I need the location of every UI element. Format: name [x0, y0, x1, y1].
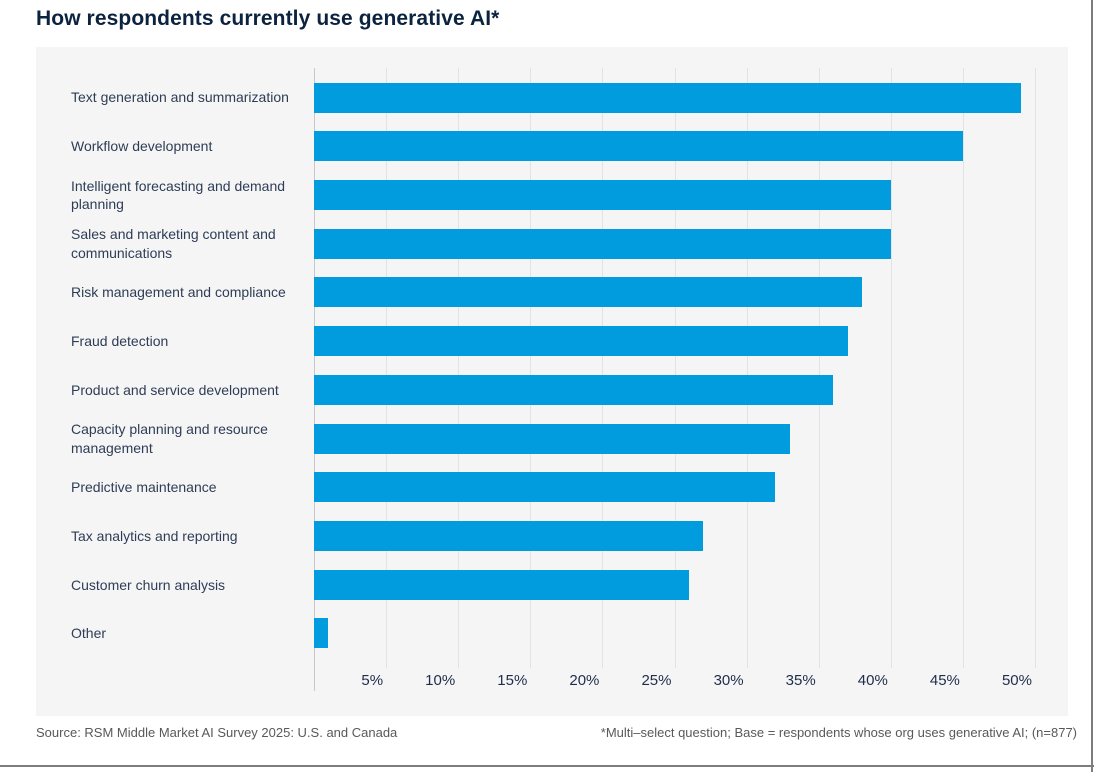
bar — [314, 618, 329, 649]
bar — [314, 374, 834, 405]
footer-source: Source: RSM Middle Market AI Survey 2025… — [36, 725, 398, 740]
x-tick-label: 40% — [857, 672, 888, 689]
gridline — [530, 68, 532, 668]
x-tick-label: 15% — [497, 672, 528, 689]
gridline — [602, 68, 604, 668]
bar-label: Intelligent forecasting and demand plann… — [71, 177, 286, 212]
bar — [314, 179, 891, 210]
chart-panel: Text generation and summarization Workflo… — [36, 47, 1068, 716]
bar — [314, 82, 1021, 113]
footer: Source: RSM Middle Market AI Survey 2025… — [0, 724, 1094, 741]
bar-label: Capacity planning and resource managemen… — [71, 421, 268, 456]
bar-label: Risk management and compliance — [71, 284, 286, 301]
bar-label: Sales and marketing content and communic… — [71, 226, 276, 261]
gridline — [386, 68, 388, 668]
bar — [314, 472, 776, 503]
bar — [314, 131, 963, 162]
gridline — [458, 68, 460, 668]
gridline — [890, 68, 892, 668]
gridline — [674, 68, 676, 668]
x-tick-label: 35% — [785, 672, 816, 689]
bar — [314, 326, 848, 357]
x-tick-label: 20% — [569, 672, 600, 689]
bar — [314, 423, 790, 454]
bar — [314, 277, 862, 308]
bar-label: Fraud detection — [71, 333, 169, 349]
bar-label: Text generation and summarization — [71, 89, 289, 106]
bar — [314, 569, 689, 600]
bar-label: Predictive maintenance — [71, 479, 217, 496]
bar-label: Tax analytics and reporting — [71, 527, 238, 544]
footer-note: *Multi–select question; Base = responden… — [600, 725, 1077, 740]
right-border-line — [1091, 0, 1093, 772]
bar — [314, 228, 891, 259]
page-title: How respondents currently use generative… — [36, 7, 500, 30]
bar — [314, 520, 704, 551]
gridline — [746, 68, 748, 668]
gridline — [962, 68, 964, 668]
bar-label: Customer churn analysis — [71, 576, 226, 593]
x-tick-label: 5% — [361, 672, 384, 689]
bar-label: Product and service development — [71, 381, 279, 398]
x-tick-label: 30% — [713, 672, 744, 689]
x-tick-label: 25% — [641, 672, 672, 689]
gridline — [818, 68, 820, 668]
bottom-border-line — [0, 765, 1094, 767]
x-tick-label: 50% — [1001, 672, 1032, 689]
gridline — [1035, 68, 1036, 668]
x-tick-label: 45% — [929, 672, 960, 689]
x-tick-label: 10% — [425, 672, 456, 689]
bar-label: Other — [71, 625, 107, 642]
bar-label: Workflow development — [71, 138, 213, 155]
